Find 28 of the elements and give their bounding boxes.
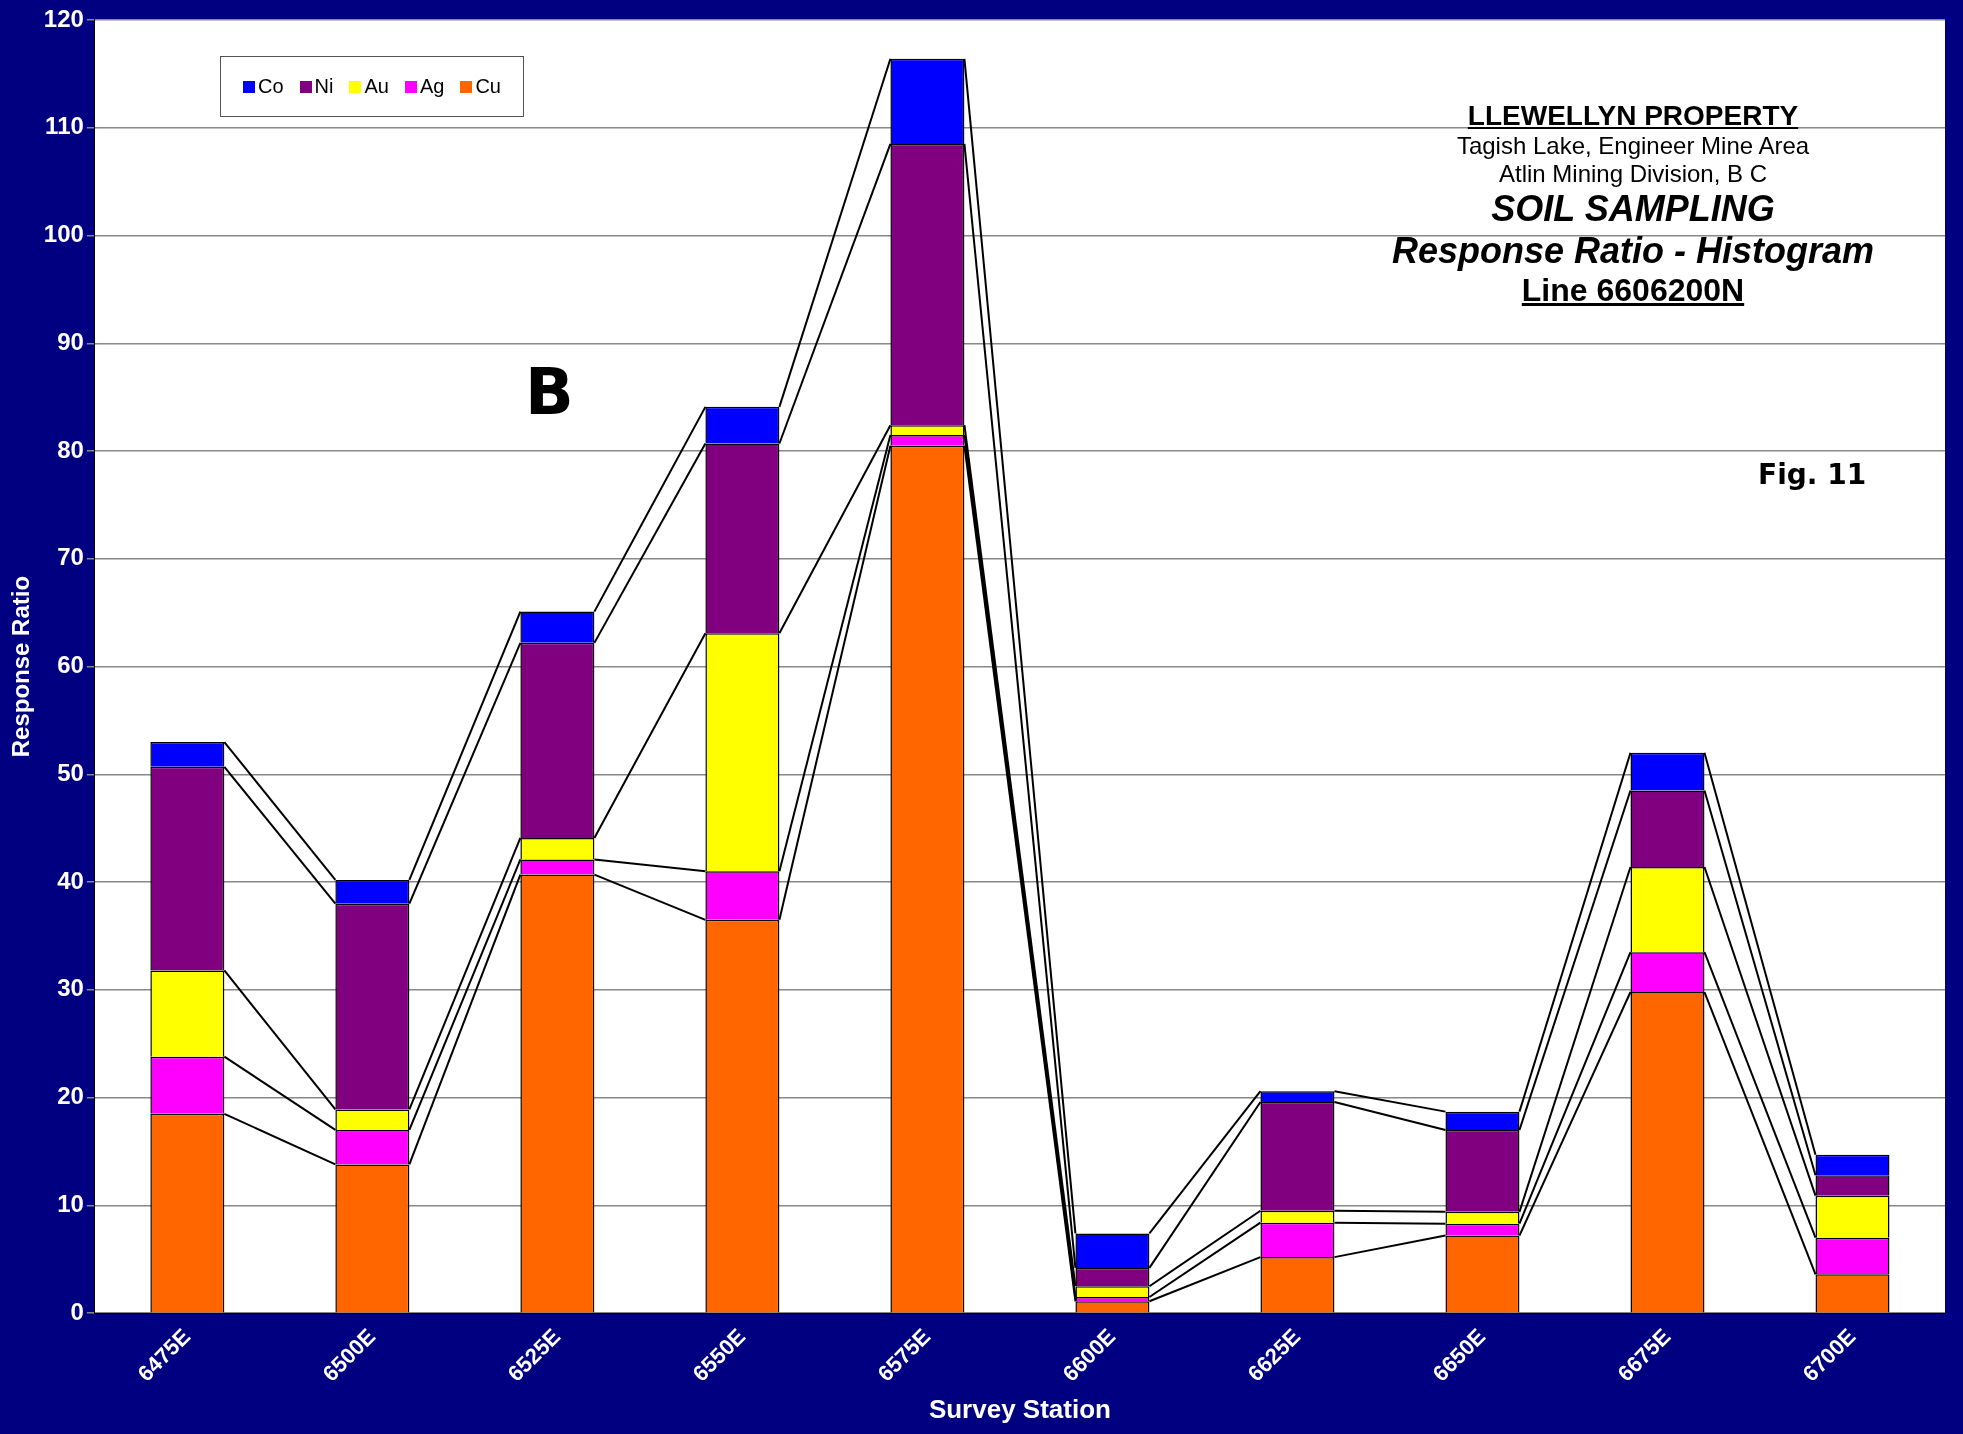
legend-label: Co [257, 75, 284, 98]
y-tick-label: 90 [57, 327, 84, 355]
annotation: B [525, 355, 574, 429]
y-tick-label: 100 [43, 220, 84, 248]
y-tick-label: 50 [57, 758, 84, 786]
y-tick-label: 110 [45, 112, 84, 140]
text: Tagish Lake, Engineer Mine Area [1455, 132, 1811, 160]
annotation: Atlin Mining Division, B C [1497, 160, 1769, 188]
legend-label: Au [363, 75, 389, 98]
annotation: Response Ratio - Histogram [1390, 230, 1876, 272]
annotation: Line 6606200N [1520, 272, 1746, 309]
legend-label: Cu [474, 75, 501, 98]
text: LLEWELLYN PROPERTY [1466, 100, 1800, 132]
y-tick-label: 60 [57, 651, 84, 679]
y-tick-label: 30 [57, 974, 84, 1002]
y-tick-label: 80 [57, 435, 84, 463]
annotation: Fig. 11 [1758, 458, 1867, 491]
x-axis-title: Survey Station [928, 1393, 1111, 1424]
y-axis-title: Response Ratio [7, 575, 35, 758]
y-tick-label: 70 [57, 543, 84, 571]
legend-label: Ni [313, 75, 334, 98]
y-tick-label: 10 [57, 1190, 84, 1218]
y-tick-label: 40 [57, 866, 84, 894]
y-tick-label: 0 [70, 1297, 84, 1325]
annotation: SOIL SAMPLING [1490, 188, 1776, 230]
y-tick-label: 120 [43, 4, 84, 32]
y-tick-label: 20 [57, 1082, 84, 1110]
legend-label: Ag [418, 75, 445, 98]
